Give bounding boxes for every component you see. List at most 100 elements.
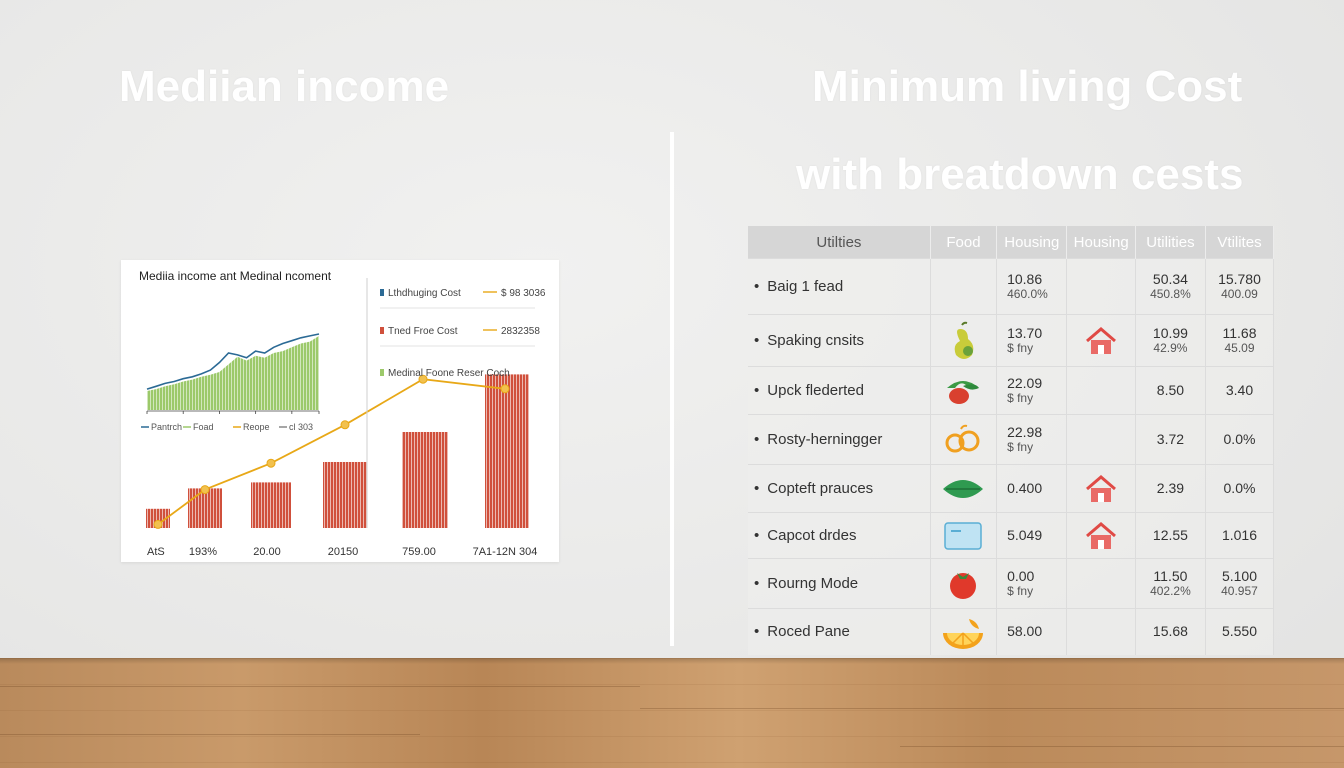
vtilites-value: 3.40 [1225,382,1254,398]
utilities-value-cell: 50.34 450.8% [1135,258,1206,315]
x-tick-label: 7A1-12N 304 [473,546,538,558]
utilities-value-cell: 8.50 [1135,366,1206,415]
header-housing-2: Housing [1066,226,1136,259]
food-sub: $ fny [1007,440,1034,454]
orange-icon [939,618,987,649]
housing-icon-cell [1066,414,1136,465]
line-point-3 [266,458,276,468]
x-tick-label: 759.00 [402,546,436,558]
legend-swatch-2 [380,327,384,334]
row-label-text: Spaking cnsits [767,332,864,349]
table-row: • Rourng Mode 0.00 $ fny 11.50 402.2% 5.100 40.… [748,558,1275,609]
utilities-value: 3.72 [1156,431,1185,447]
food-value-cell: 10.86 460.0% [996,258,1068,315]
bullet: • [754,527,760,544]
vtilites-value: 15.780 [1218,271,1261,287]
food-icon-cell [930,608,998,655]
food-value: 10.86 [1007,271,1043,287]
vtilites-sub: 45.09 [1224,341,1255,355]
utilities-sub: 42.9% [1153,341,1188,355]
bar-6 [485,374,529,528]
bullet: • [754,278,760,295]
utilities-sub: 450.8% [1150,287,1191,301]
income-chart-card: Mediia income ant Medinal ncoment Pantrc… [121,260,559,562]
heading-median-income: Mediian income [119,62,450,111]
vtilites-value-cell: 3.40 [1205,366,1275,415]
table-row: • Spaking cnsits 13.70 $ fny 10.99 42.9% 11.68… [748,314,1275,367]
legend-label-1: Lthdhuging Cost [388,288,461,299]
legend-label-2: Tned Froe Cost [388,326,458,337]
table-header-row: Utilties Food Housing Housing Utilities … [748,226,1275,259]
legend-value-2: 2832358 [501,326,540,337]
row-label-text: Capcot drdes [767,527,857,544]
food-sub: $ fny [1007,584,1034,598]
row-label: • Copteft prauces [748,464,931,513]
bullet: • [754,480,760,497]
utilities-value: 8.50 [1156,382,1185,398]
food-value-cell: 22.98 $ fny [996,414,1068,465]
utilities-sub: 402.2% [1150,584,1191,598]
housing-icon-cell [1066,366,1136,415]
bar-4 [323,462,367,528]
line-point-6 [500,384,510,394]
row-label-text: Copteft prauces [767,480,874,497]
vtilites-value: 5.550 [1221,623,1257,640]
food-icon-cell [930,464,998,513]
food-value: 13.70 [1007,325,1043,341]
card-icon [943,521,983,550]
row-label-text: Roced Pane [767,623,850,641]
food-icon-cell [930,258,998,315]
row-label: • Roced Pane [748,608,931,655]
area-series-pantrch-line [146,333,320,390]
line-series-cost [157,378,506,526]
vegetable-icon [941,380,985,404]
utilities-value-cell: 12.55 [1135,512,1206,559]
housing-icon-cell [1066,558,1136,609]
housing-icon-cell [1066,512,1136,559]
bar-3 [251,482,291,528]
bullet: • [754,382,760,399]
line-layer [153,374,510,529]
food-value-cell: 0.400 [996,464,1068,513]
tomato-icon [946,572,980,599]
x-tick-label: AtS [147,546,165,558]
wood-floor [0,658,1344,768]
food-icon-cell [930,512,998,559]
header-vtilites: Vtilites [1205,226,1275,259]
housing-icon-cell [1066,314,1136,367]
area-series-food [147,335,319,410]
food-icon-cell [930,366,998,415]
row-label-text: Rosty-herningger [767,431,883,448]
food-value-cell: 0.00 $ fny [996,558,1068,609]
table-row: • Capcot drdes 5.049 12.55 1.016 [748,512,1275,559]
utilities-value: 10.99 [1152,325,1188,341]
legend-swatch-1 [380,289,384,296]
vtilites-value: 11.68 [1222,325,1257,341]
housing-icon-cell [1066,464,1136,513]
food-value: 22.09 [1007,375,1043,391]
utilities-value: 12.55 [1152,527,1188,543]
vtilites-sub: 400.09 [1221,287,1258,301]
inset-legend-label: cl 303 [289,422,313,432]
house-icon [1081,474,1121,502]
food-value: 0.400 [1007,480,1043,496]
x-tick-label: 20.00 [253,546,281,558]
inset-legend-label: Reope [243,422,270,432]
food-value: 58.00 [1007,623,1043,640]
row-label: • Spaking cnsits [748,314,931,367]
vtilites-value: 1.016 [1221,527,1257,543]
line-point-5 [418,374,428,384]
utilities-value: 15.68 [1152,623,1188,640]
row-label: • Baig 1 fead [748,258,931,315]
table-row: • Rosty-herningger 22.98 $ fny 3.72 0.0% [748,414,1275,465]
housing-icon-cell [1066,608,1136,655]
utilities-value-cell: 10.99 42.9% [1135,314,1206,367]
row-label-text: Baig 1 fead [767,278,844,295]
food-value: 22.98 [1007,424,1043,440]
food-value-cell: 13.70 $ fny [996,314,1068,367]
utilities-value-cell: 15.68 [1135,608,1206,655]
table-row: • Copteft prauces 0.400 2.39 0.0% [748,464,1275,513]
area-layer: Pantrch Foad Reope cl 303 [141,333,320,432]
food-icon-cell [930,558,998,609]
legend-value-1: $ 98 3036 [501,288,546,299]
